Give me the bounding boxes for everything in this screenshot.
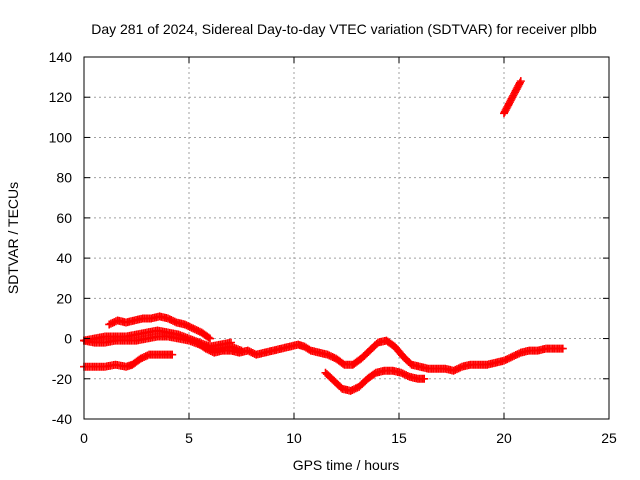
y-tick-label: 60 — [56, 210, 72, 226]
ticks: 0 5 10 15 20 25 -40 -20 0 20 40 60 80 100 120 140 — [49, 49, 617, 446]
x-tick-label: 20 — [496, 430, 512, 446]
x-tick-label: 0 — [80, 430, 88, 446]
y-tick-label: 0 — [64, 331, 72, 347]
chart-title: Day 281 of 2024, Sidereal Day-to-day VTE… — [91, 21, 597, 37]
data-point — [204, 333, 213, 342]
series-track-7 — [500, 77, 525, 118]
x-axis-label: GPS time / hours — [293, 457, 400, 473]
y-tick-label: 100 — [49, 129, 73, 145]
series-track-1 — [105, 312, 214, 343]
data-point — [168, 350, 177, 359]
y-tick-label: 40 — [56, 250, 72, 266]
series-track-5 — [193, 336, 567, 375]
y-tick-label: -20 — [52, 371, 72, 387]
x-tick-label: 15 — [391, 430, 407, 446]
data-point — [558, 344, 567, 353]
x-tick-label: 10 — [286, 430, 302, 446]
data-points — [80, 77, 567, 395]
data-point — [206, 334, 214, 343]
y-tick-label: 140 — [49, 49, 73, 65]
series-track-3 — [80, 332, 246, 355]
y-tick-label: 20 — [56, 290, 72, 306]
data-point — [516, 77, 525, 86]
x-tick-label: 5 — [185, 430, 193, 446]
data-point — [420, 374, 429, 383]
y-tick-label: 120 — [49, 89, 73, 105]
data-point — [515, 78, 524, 87]
series-track-6 — [321, 366, 429, 395]
series-track-4 — [80, 350, 177, 371]
y-tick-label: -40 — [52, 411, 72, 427]
x-tick-label: 25 — [601, 430, 617, 446]
plot-frame — [83, 56, 610, 420]
y-tick-label: 80 — [56, 170, 72, 186]
y-axis-label: SDTVAR / TECUs — [5, 182, 21, 294]
